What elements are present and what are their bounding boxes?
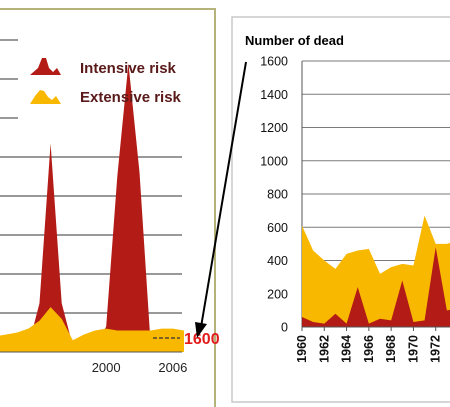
left-x-tick-label: 2006 xyxy=(158,360,187,375)
left-plot-area xyxy=(0,63,184,353)
left-series-intensive-risk xyxy=(0,63,184,352)
right-x-tick-label: 1964 xyxy=(340,335,354,363)
right-series-intensive-risk xyxy=(302,247,450,327)
right-y-tick-label: 0 xyxy=(281,321,288,335)
right-chart-frame xyxy=(231,16,450,403)
legend-label-extensive-risk: Extensive risk xyxy=(80,89,182,106)
legend-label-intensive-risk: Intensive risk xyxy=(80,60,177,77)
left-x-tick-label: 2000 xyxy=(92,360,121,375)
right-x-tick-label: 1962 xyxy=(317,335,331,363)
annotation-1600: 1600 xyxy=(184,331,220,348)
right-series-extensive-risk xyxy=(302,215,450,327)
right-x-tick-label: 1960 xyxy=(295,335,309,363)
right-y-tick-labels: 0 200 400 600 800 1000 1200 1400 1600 xyxy=(260,55,288,335)
legend-swatch-extensive-risk xyxy=(30,90,61,104)
connector-arrow-head xyxy=(195,322,207,338)
right-x-tick-label: 1972 xyxy=(429,335,443,363)
right-y-tick-label: 1400 xyxy=(260,88,288,102)
right-y-tick-label: 600 xyxy=(267,221,288,235)
right-y-tick-label: 1200 xyxy=(260,121,288,135)
right-y-tick-label: 1600 xyxy=(260,55,288,69)
right-y-tick-label: 400 xyxy=(267,254,288,268)
right-x-tick-label: 1966 xyxy=(362,335,376,363)
right-x-tick-label: 1970 xyxy=(406,335,420,363)
left-x-tick-labels: 2000 2006 xyxy=(92,360,188,375)
left-series-extensive-risk xyxy=(0,307,184,352)
legend-swatch-intensive-risk xyxy=(30,58,61,75)
legend: Intensive risk Extensive risk xyxy=(30,58,182,106)
connector-arrow-line xyxy=(200,61,247,328)
right-y-tick-label: 1000 xyxy=(260,154,288,168)
right-y-tick-label: 200 xyxy=(267,287,288,301)
right-y-tick-label: 800 xyxy=(267,188,288,202)
right-chart-title: Number of dead xyxy=(245,33,344,48)
right-x-tick-label: 1968 xyxy=(384,335,398,363)
right-x-tick-labels: 1960 1962 1964 1966 1968 1970 1972 xyxy=(295,327,443,363)
right-plot-area xyxy=(302,215,450,328)
